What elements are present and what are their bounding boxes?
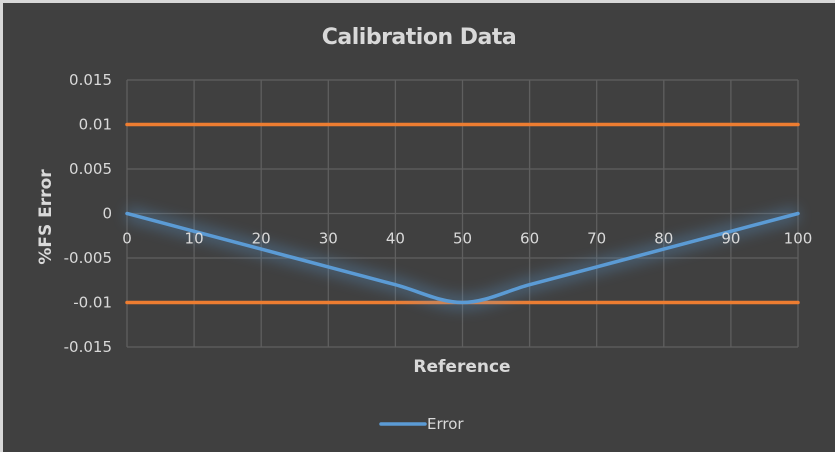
- x-tick-label: 10: [185, 230, 204, 248]
- y-tick-label: 0: [102, 205, 112, 223]
- x-tick-label: 30: [319, 230, 338, 248]
- legend-label-error: Error: [427, 415, 464, 433]
- y-tick-label: 0.01: [79, 116, 112, 134]
- x-axis-ticks: 0 10 20 30 40 50 60 70 80 90 100: [122, 230, 812, 248]
- x-axis-label: Reference: [413, 357, 510, 377]
- y-tick-label: -0.01: [73, 294, 112, 312]
- x-tick-label: 100: [784, 230, 813, 248]
- x-tick-label: 80: [654, 230, 673, 248]
- chart-title: Calibration Data: [321, 25, 517, 50]
- plot: 0.015 0.01 0.005 0 -0.005 -0.01 -0.015 0 10 20 30…: [36, 71, 812, 433]
- x-tick-label: 90: [721, 230, 740, 248]
- x-tick-label: 40: [386, 230, 405, 248]
- series-lines: [125, 115, 800, 312]
- y-tick-label: 0.015: [69, 71, 112, 89]
- y-axis-label: %FS Error: [36, 169, 56, 265]
- legend: Error: [379, 415, 464, 433]
- y-tick-label: 0.005: [69, 160, 112, 178]
- y-tick-label: -0.015: [64, 338, 112, 356]
- error-series-line: [125, 211, 800, 305]
- y-tick-label: -0.005: [64, 249, 112, 267]
- x-tick-label: 60: [520, 230, 539, 248]
- x-tick-label: 70: [587, 230, 606, 248]
- chart-area: Calibration Data 0.015 0.01 0.005 0 -0.005 -0…: [3, 3, 835, 452]
- x-tick-label: 0: [122, 230, 132, 248]
- x-tick-label: 20: [252, 230, 271, 248]
- y-axis-ticks: 0.015 0.01 0.005 0 -0.005 -0.01 -0.015: [64, 71, 112, 356]
- x-tick-label: 50: [453, 230, 472, 248]
